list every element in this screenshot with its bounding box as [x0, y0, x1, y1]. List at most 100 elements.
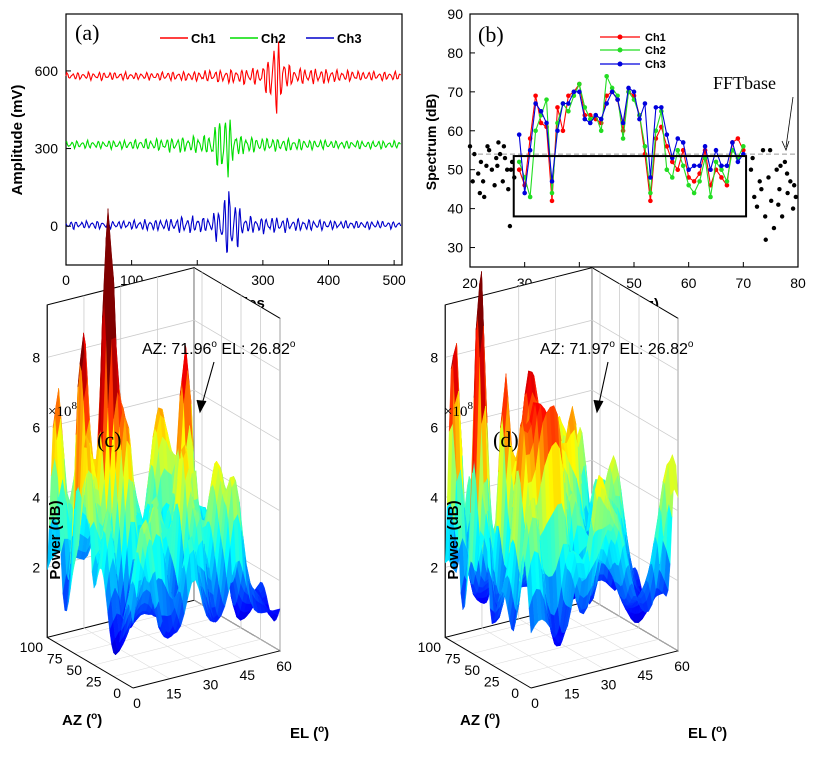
noise-point: [785, 190, 790, 196]
panel-b-point-ch3: [735, 159, 741, 165]
panel-b-point-ch1: [675, 167, 681, 172]
panel-b-ytick-label: 30: [447, 240, 463, 256]
az-tick-label: 50: [464, 662, 480, 678]
noise-point: [750, 155, 755, 161]
z-tick-label: 4: [430, 489, 438, 505]
panel-b-ytick-label: 50: [447, 162, 463, 178]
panel-b-point-ch3: [719, 163, 724, 169]
panel-b-point-ch2: [741, 144, 746, 149]
panel-d-el-label: EL (o): [688, 724, 727, 742]
el-tick-label: 0: [531, 695, 539, 711]
panel-a-legend-label-ch3: Ch3: [337, 31, 362, 46]
floor-gridline: [83, 627, 170, 679]
panel-b-legend-marker-ch3: [617, 61, 623, 67]
az-tick-label: 100: [20, 639, 44, 655]
panel-b-legend-marker-ch2: [617, 47, 623, 53]
noise-point: [506, 186, 511, 192]
noise-point: [793, 194, 799, 200]
panel-b-point-ch3: [620, 120, 626, 126]
panel-b-point-ch2: [587, 116, 593, 122]
panel-d-zscale: ×108: [444, 400, 473, 420]
panel-c-label: (c): [97, 427, 121, 452]
panel-a-legend-label-ch2: Ch2: [261, 31, 286, 46]
panel-b-point-ch2: [642, 144, 648, 149]
az-tick-label: 50: [66, 662, 82, 678]
panel-a-label: (a): [75, 20, 99, 45]
noise-point: [492, 183, 497, 188]
noise-point: [776, 202, 781, 207]
panel-b-point-ch2: [566, 109, 571, 114]
z-tick-label: 8: [32, 349, 40, 365]
noise-point: [791, 183, 797, 188]
panel-b-point-ch2: [664, 167, 670, 172]
panel-b-point-ch1: [533, 93, 538, 99]
panel-a-series-ch1: [65, 41, 402, 114]
noise-point: [497, 151, 503, 157]
panel-b-point-ch3: [675, 136, 681, 141]
panel-b-point-ch1: [719, 175, 724, 180]
noise-point: [754, 204, 760, 209]
panel-b-point-ch1: [604, 93, 609, 99]
panel-b-point-ch3: [577, 89, 582, 95]
az-axis-line: [46, 636, 134, 689]
noise-point: [777, 186, 782, 192]
noise-point: [759, 186, 764, 192]
panel-b-point-ch3: [582, 116, 588, 122]
panel-a-legend-label-ch1: Ch1: [191, 31, 216, 46]
noise-point: [760, 148, 766, 153]
panel-b-point-ch2: [686, 182, 691, 188]
panel-b-label: (b): [478, 22, 504, 47]
panel-b-point-ch1: [724, 182, 730, 188]
panel-b-point-ch2: [653, 128, 659, 134]
panel-b-point-ch3: [730, 140, 735, 145]
panel-b-point-ch2: [697, 179, 702, 184]
noise-point: [771, 225, 777, 231]
panel-b-point-ch2: [713, 159, 719, 165]
panel-b-point-ch3: [587, 120, 593, 126]
panel-b-ytick-label: 80: [447, 45, 463, 61]
panel-a-axes-box: [65, 13, 403, 266]
panel-a-xtick-label: 0: [62, 272, 70, 288]
panel-b-point-ch3: [516, 132, 522, 137]
panel-b-point-ch3: [522, 190, 527, 196]
az-axis-line: [444, 636, 532, 689]
noise-point: [507, 223, 513, 229]
fftbase-annotation: FFTbase: [713, 73, 776, 93]
panel-b-point-ch3: [631, 89, 637, 95]
z-tick-label: 8: [430, 349, 438, 365]
panel-a-ytick-label: 300: [35, 141, 59, 157]
panel-b-point-ch1: [560, 128, 566, 134]
panel-b-point-ch1: [555, 105, 560, 110]
panel-c-el-label: EL (o): [290, 724, 329, 742]
panel-b-xtick-label: 80: [790, 275, 806, 291]
panel-b-point-ch1: [538, 120, 544, 126]
noise-point: [476, 171, 481, 176]
panel-b-point-ch3: [680, 140, 686, 145]
panel-d-peak-arrow: [597, 361, 609, 409]
az-tick-label: 25: [86, 674, 102, 690]
noise-point: [752, 194, 757, 200]
panel-b-point-ch1: [735, 136, 741, 141]
noise-point: [774, 167, 779, 172]
band-box: [512, 155, 748, 218]
panel-b-point-ch3: [560, 101, 566, 106]
az-tick-label: 100: [418, 639, 442, 655]
panel-b-point-ch2: [533, 128, 538, 134]
noise-point: [784, 171, 790, 176]
panel-a-series-ch2: [65, 119, 401, 178]
panel-b-point-ch3: [686, 167, 691, 172]
noise-point: [508, 167, 514, 172]
noise-point: [482, 194, 487, 200]
az-tick-label: 75: [445, 651, 461, 667]
noise-point: [766, 175, 771, 180]
panel-b-xtick-label: 70: [736, 275, 752, 291]
noise-point: [496, 140, 501, 145]
panel-b-xtick-label: 60: [681, 275, 697, 291]
noise-point: [779, 214, 785, 219]
panel-b-point-ch3: [538, 109, 544, 114]
el-tick-label: 15: [564, 686, 580, 702]
